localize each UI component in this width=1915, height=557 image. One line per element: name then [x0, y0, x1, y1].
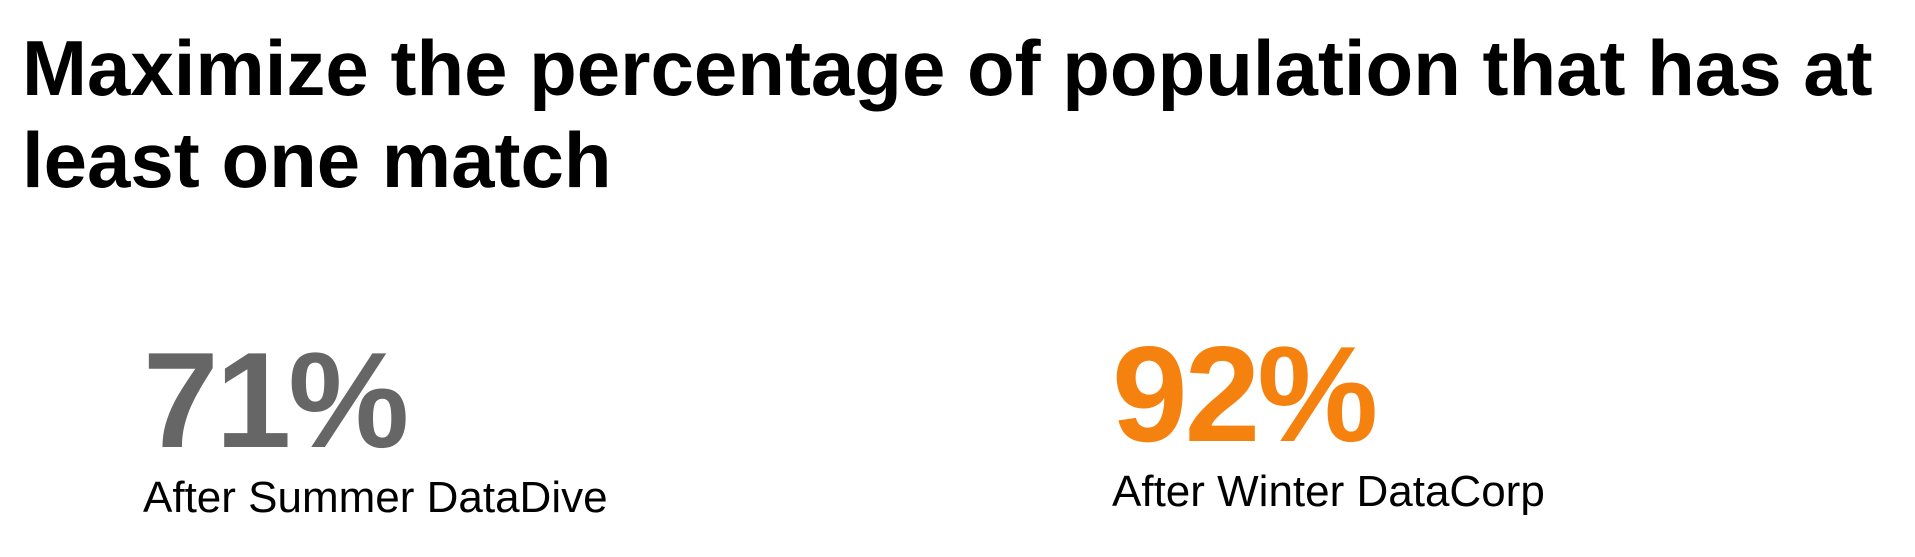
stat-label-summer: After Summer DataDive: [143, 473, 608, 522]
slide-title: Maximize the percentage of population th…: [22, 24, 1873, 204]
stat-summer-datadive: 71% After Summer DataDive: [143, 324, 608, 524]
stat-value-summer: 71%: [143, 324, 409, 476]
stat-winter-datacorp: 92% After Winter DataCorp: [1112, 318, 1545, 518]
stat-value-winter: 92%: [1112, 318, 1378, 470]
stat-label-winter: After Winter DataCorp: [1112, 467, 1545, 516]
